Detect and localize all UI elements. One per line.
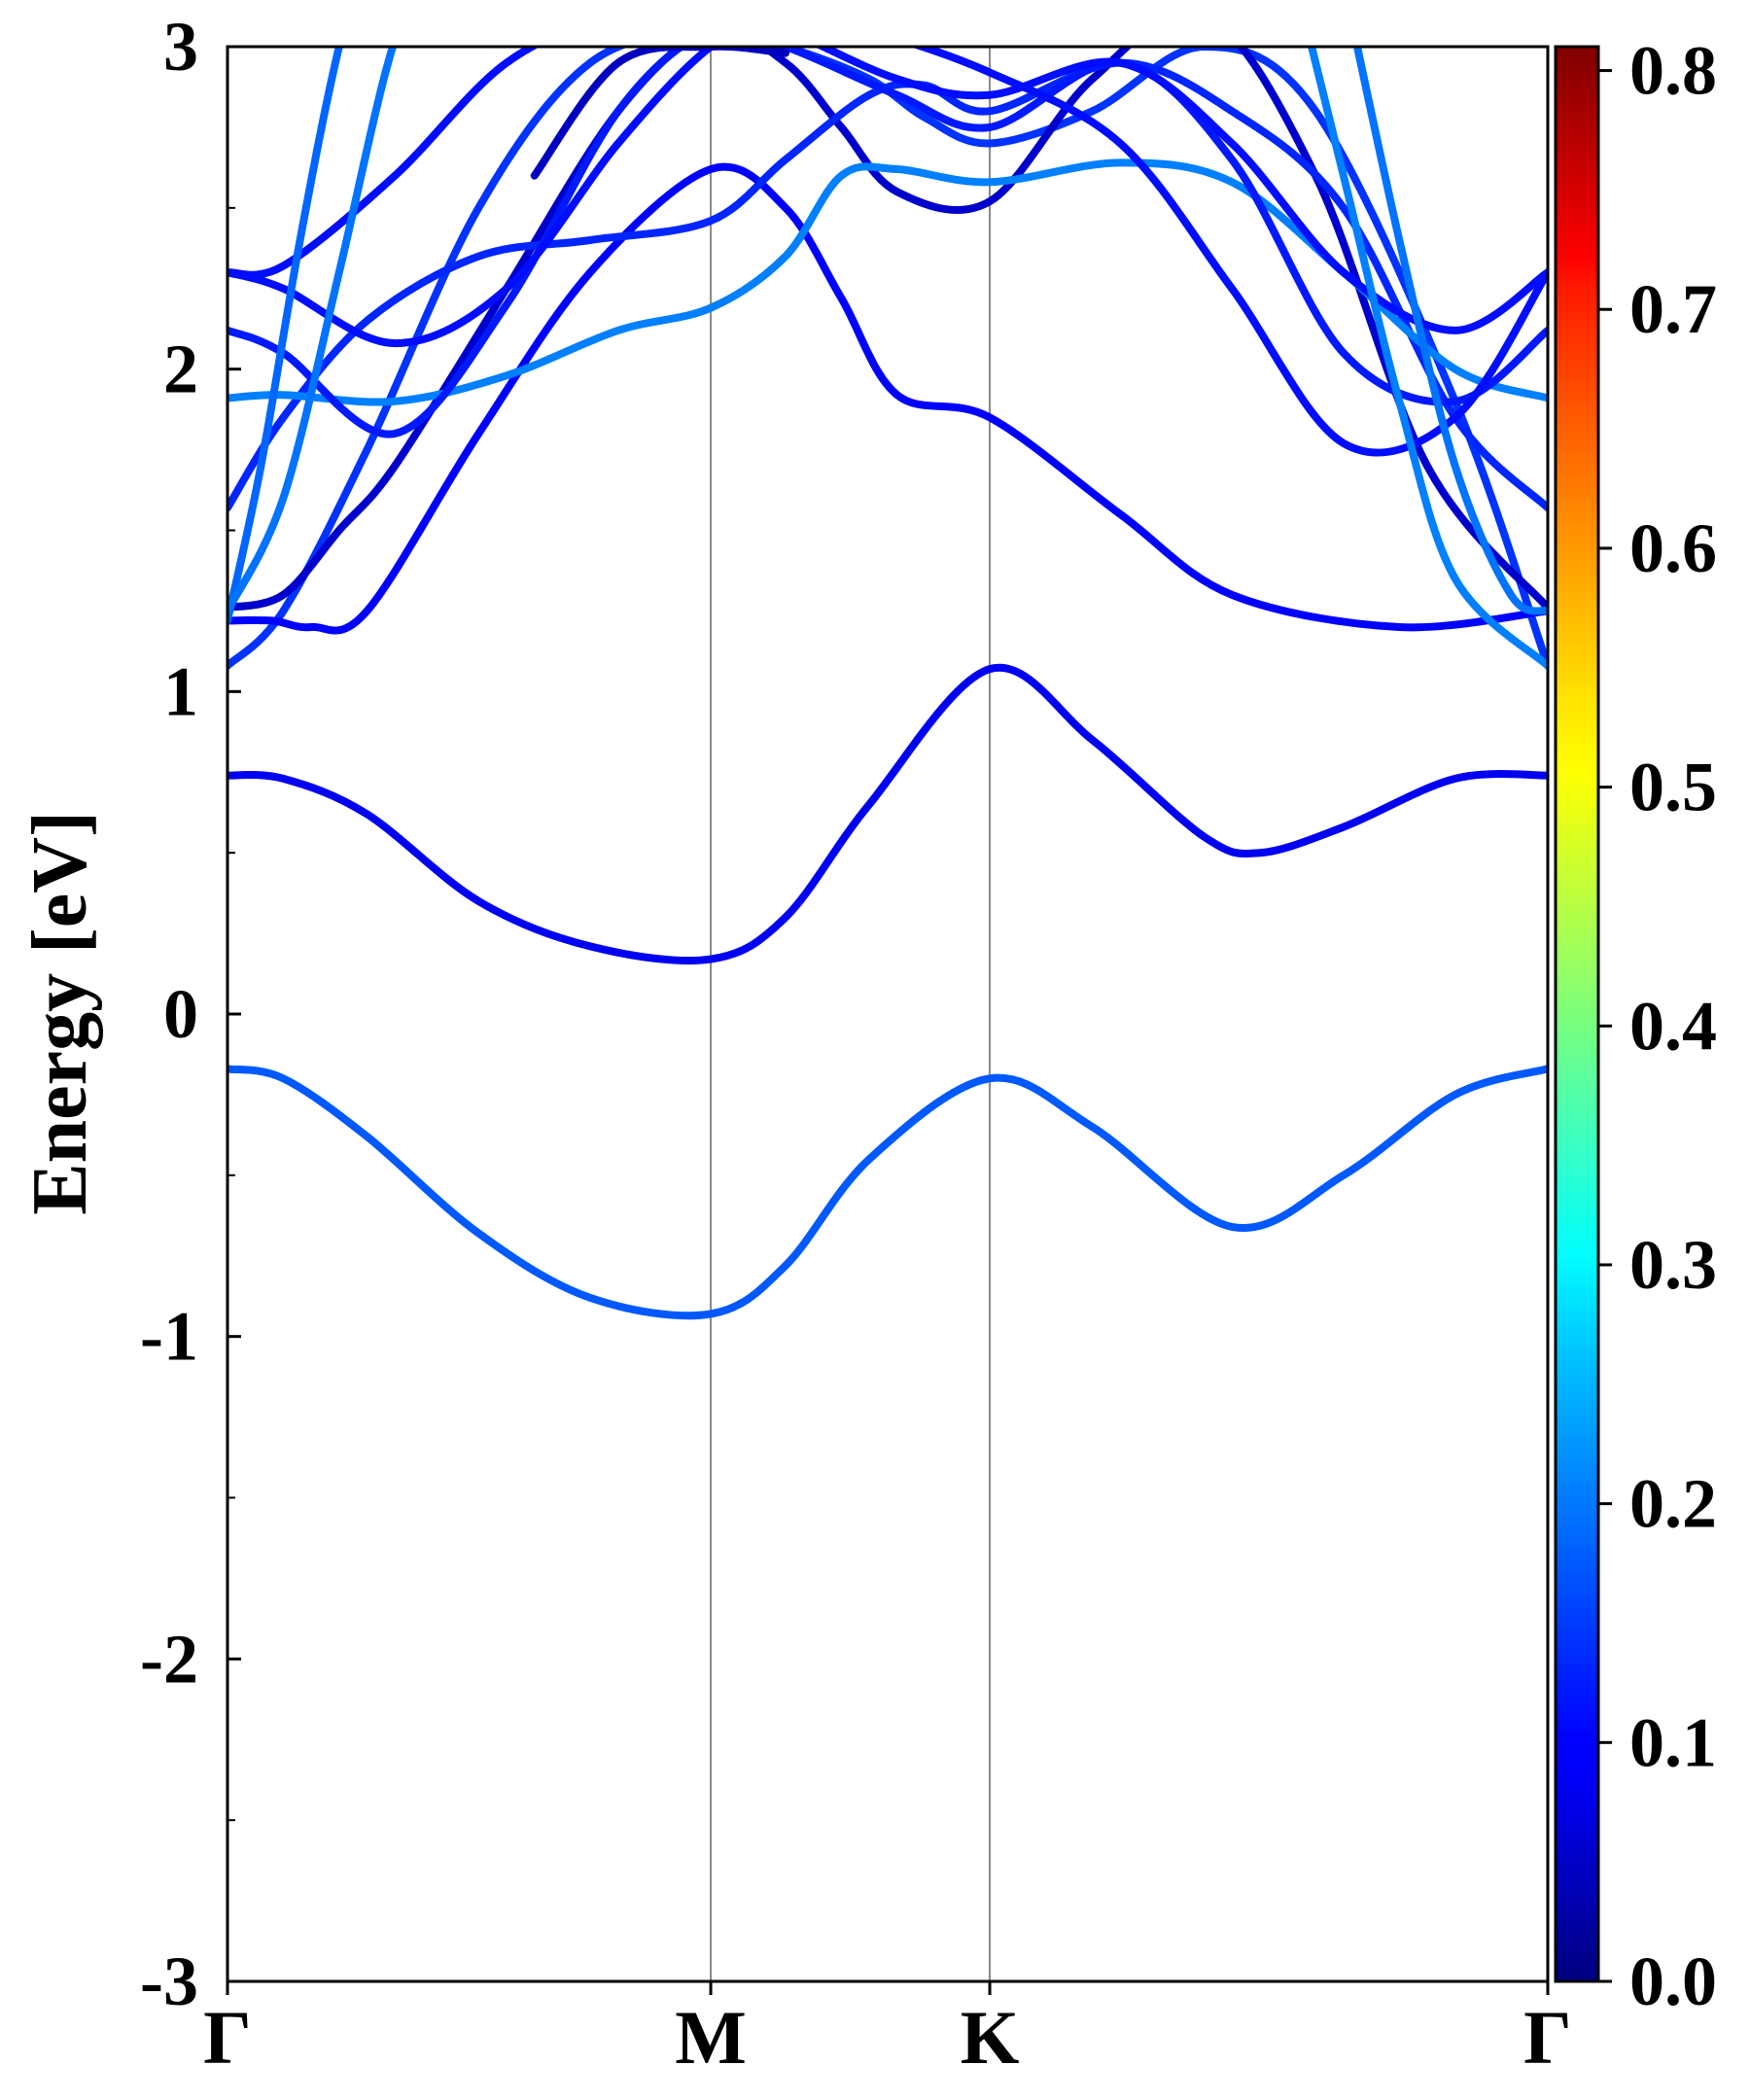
y-tick-label: -1 (140, 1298, 198, 1376)
band-line-1 (228, 1065, 1548, 1320)
band-line-9 (228, 47, 1548, 457)
band-line-3 (228, 47, 1548, 670)
colorbar-tick-label: 0.0 (1629, 1942, 1717, 2020)
high-symmetry-lines (710, 47, 992, 1981)
y-tick-label: 0 (163, 975, 198, 1053)
band-line-14 (1352, 47, 1548, 615)
band-line-11 (228, 47, 343, 625)
band-line-4 (228, 162, 1548, 635)
x-tick-label: Γ (203, 1995, 252, 2080)
band-line-8 (228, 47, 1548, 438)
colorbar-tick-label: 0.4 (1629, 987, 1717, 1065)
x-tick-label: M (675, 1995, 747, 2080)
colorbar-ticks: 0.0 0.1 0.2 0.3 0.4 0.5 0.6 0.7 0.8 (1598, 32, 1717, 2020)
y-axis-ticks: 3 2 1 0 -1 -2 -3 (140, 8, 241, 2020)
colorbar (1554, 45, 1600, 1983)
colorbar-tick-label: 0.7 (1629, 270, 1717, 348)
band-line-2 (228, 663, 1548, 965)
band-line-10 (228, 47, 1548, 334)
y-tick-label: -3 (140, 1942, 198, 2020)
colorbar-tick-label: 0.2 (1629, 1465, 1717, 1543)
y-axis-title: Energy [eV] (18, 811, 103, 1214)
colorbar-tick-label: 0.3 (1629, 1226, 1717, 1304)
colorbar-tick-label: 0.8 (1629, 32, 1717, 110)
y-tick-label: 2 (163, 331, 198, 408)
x-tick-label: K (961, 1995, 1020, 2080)
colorbar-tick-label: 0.5 (1629, 749, 1717, 826)
band-lines (228, 47, 1548, 1320)
band-line-13 (1308, 47, 1548, 670)
x-tick-label: Γ (1523, 1995, 1572, 2080)
y-tick-label: -2 (140, 1620, 198, 1698)
colorbar-tick-label: 0.6 (1629, 509, 1717, 587)
band-line-12 (228, 47, 398, 615)
colorbar-tick-label: 0.1 (1629, 1703, 1717, 1781)
y-tick-label: 3 (163, 8, 198, 86)
band-line-6 (228, 58, 1548, 512)
y-tick-label: 1 (163, 652, 198, 730)
